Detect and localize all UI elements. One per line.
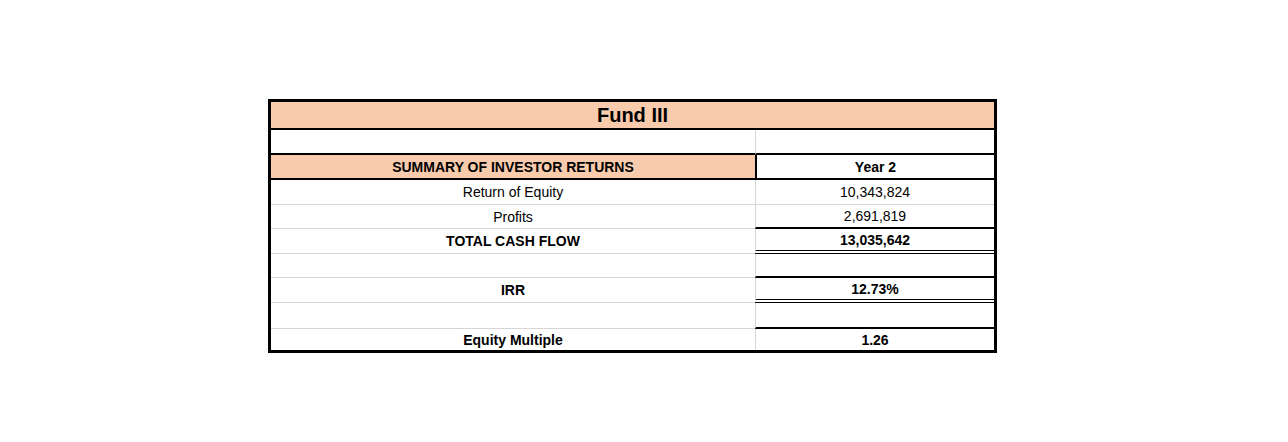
row-value-return-of-equity[interactable]: 10,343,824 [755, 180, 994, 205]
spacer-cell-right[interactable] [755, 130, 994, 155]
row-value-equity-multiple[interactable]: 1.26 [755, 329, 994, 350]
summary-header-cell[interactable]: SUMMARY OF INVESTOR RETURNS [271, 155, 755, 180]
row-label-equity-multiple[interactable]: Equity Multiple [271, 329, 755, 350]
blank-row-value-2[interactable] [755, 303, 994, 329]
spreadsheet-canvas: Fund III SUMMARY OF INVESTOR RETURNS Yea… [0, 0, 1288, 442]
row-label-return-of-equity[interactable]: Return of Equity [271, 180, 755, 205]
blank-row-value-1[interactable] [755, 254, 994, 278]
row-value-profits[interactable]: 2,691,819 [755, 205, 994, 229]
row-label-total-cash-flow[interactable]: TOTAL CASH FLOW [271, 229, 755, 254]
spacer-cell-left[interactable] [271, 130, 755, 155]
row-value-irr[interactable]: 12.73% [755, 278, 994, 303]
row-label-profits[interactable]: Profits [271, 205, 755, 229]
row-value-total-cash-flow[interactable]: 13,035,642 [755, 229, 994, 254]
year-column-header-cell[interactable]: Year 2 [755, 155, 994, 180]
blank-row-label-2[interactable] [271, 303, 755, 329]
row-label-irr[interactable]: IRR [271, 278, 755, 303]
investor-returns-table: Fund III SUMMARY OF INVESTOR RETURNS Yea… [268, 99, 997, 353]
table-title-cell[interactable]: Fund III [271, 102, 994, 130]
blank-row-label-1[interactable] [271, 254, 755, 278]
